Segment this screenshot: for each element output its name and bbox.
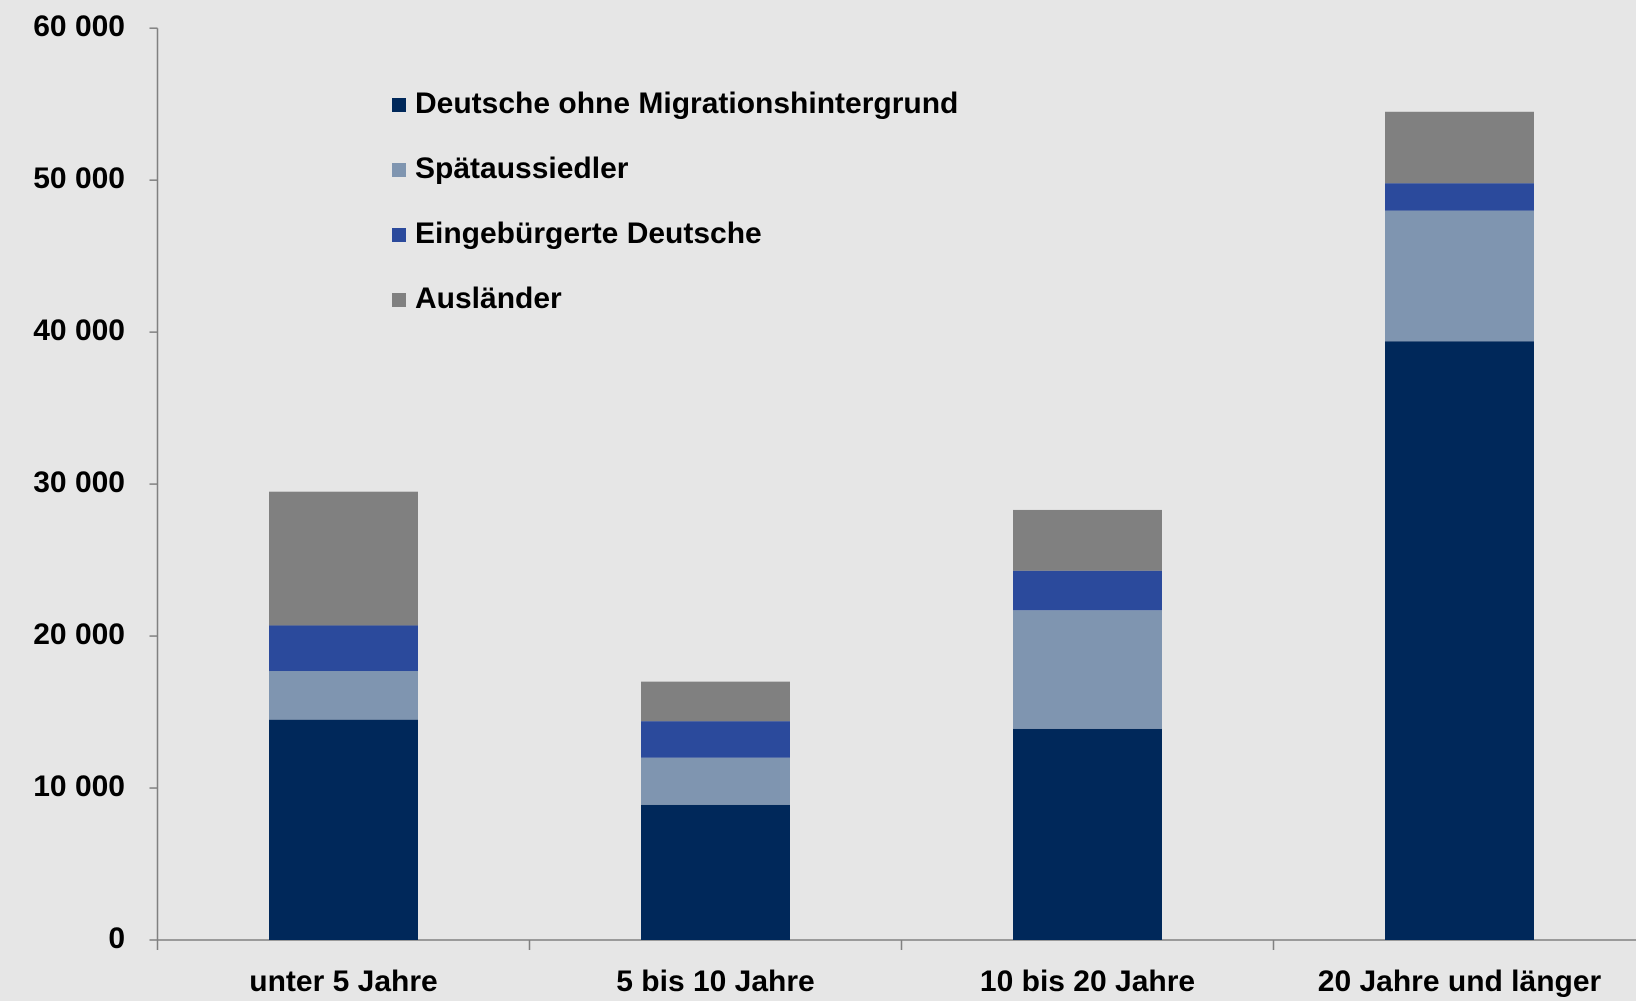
- x-tick-label: 20 Jahre und länger: [1318, 965, 1602, 998]
- bar-segment: [1385, 210, 1534, 342]
- x-tick-label: unter 5 Jahre: [249, 965, 437, 998]
- y-tick-label: 60 000: [33, 10, 125, 43]
- legend-swatch: [392, 163, 406, 177]
- bar-segment: [269, 491, 418, 626]
- bar-segment: [1013, 728, 1162, 940]
- bar-segment: [269, 719, 418, 940]
- x-tick-label: 10 bis 20 Jahre: [980, 965, 1195, 998]
- bar-segment: [1013, 570, 1162, 611]
- bar-segment: [1385, 341, 1534, 940]
- legend-label: Spätaussiedler: [415, 152, 629, 185]
- bar-segment: [641, 804, 790, 940]
- bar-segment: [641, 757, 790, 805]
- bar-segment: [269, 671, 418, 720]
- bar-segment: [1013, 509, 1162, 571]
- bar-segment: [1013, 610, 1162, 729]
- y-tick-label: 50 000: [33, 162, 125, 195]
- legend-label: Ausländer: [415, 282, 562, 315]
- legend-swatch: [392, 228, 406, 242]
- x-tick-label: 5 bis 10 Jahre: [616, 965, 814, 998]
- legend-label: Eingebürgerte Deutsche: [415, 217, 762, 250]
- y-tick-label: 30 000: [33, 466, 125, 499]
- y-tick-label: 10 000: [33, 770, 125, 803]
- bar-segment: [269, 625, 418, 672]
- bar-segment: [641, 681, 790, 722]
- legend-swatch: [392, 293, 406, 307]
- y-tick-label: 0: [108, 922, 125, 955]
- y-tick-label: 20 000: [33, 618, 125, 651]
- legend-swatch: [392, 98, 406, 112]
- legend-label: Deutsche ohne Migrationshintergrund: [415, 87, 958, 120]
- bar-segment: [1385, 183, 1534, 211]
- bar-segment: [1385, 111, 1534, 184]
- y-tick-label: 40 000: [33, 314, 125, 347]
- bar-segment: [641, 721, 790, 758]
